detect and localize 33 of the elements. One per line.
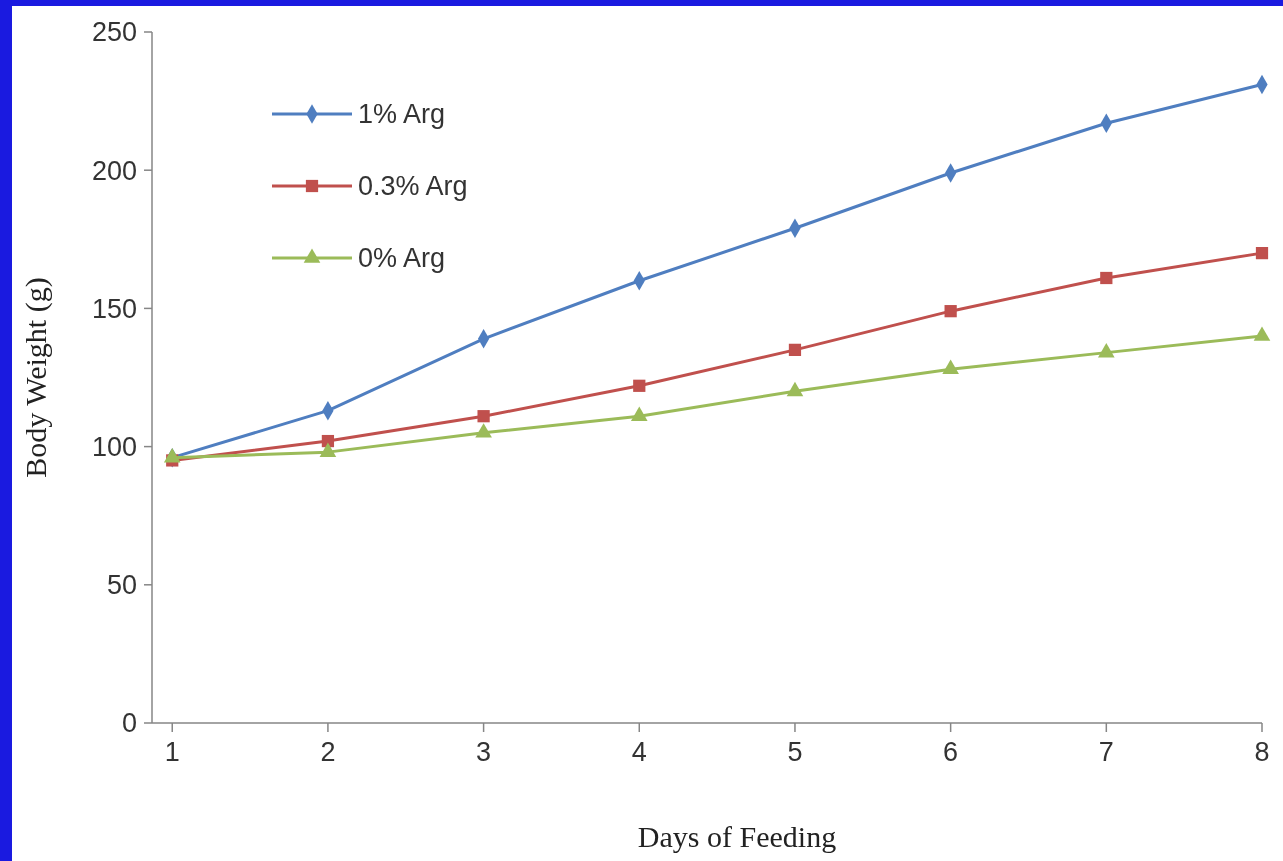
x-tick-label: 6 <box>943 737 959 767</box>
legend-label: 1% Arg <box>358 99 446 130</box>
x-tick-label: 4 <box>631 737 647 767</box>
point <box>944 305 957 318</box>
point <box>1100 271 1113 285</box>
y-tick-label: 0 <box>121 708 137 739</box>
y-tick-label: 100 <box>91 432 137 463</box>
x-tick-label: 8 <box>1254 737 1270 767</box>
point <box>1255 247 1269 260</box>
point <box>630 406 648 421</box>
point <box>1098 343 1115 358</box>
y-tick-label: 150 <box>91 293 137 324</box>
point <box>475 423 492 438</box>
point <box>633 379 646 392</box>
point <box>477 410 490 423</box>
point <box>786 381 804 397</box>
point <box>319 442 337 457</box>
x-tick-label: 2 <box>320 737 336 767</box>
x-axis-title: Days of Feeding <box>637 820 837 853</box>
y-tick-label: 200 <box>91 155 137 186</box>
y-tick-label: 50 <box>106 570 137 601</box>
legend-label: 0.3% Arg <box>358 171 468 202</box>
legend-label: 0% Arg <box>358 243 446 274</box>
x-tick-label: 5 <box>787 737 803 767</box>
x-tick-label: 1 <box>164 737 180 767</box>
point <box>788 343 802 356</box>
point <box>1253 326 1271 341</box>
x-tick-label: 7 <box>1098 737 1114 767</box>
point <box>163 448 181 463</box>
point <box>942 359 959 375</box>
x-tick-label: 3 <box>476 737 492 767</box>
y-axis-title: Body Weight (g) <box>19 277 53 478</box>
y-tick-label: 250 <box>91 17 137 48</box>
